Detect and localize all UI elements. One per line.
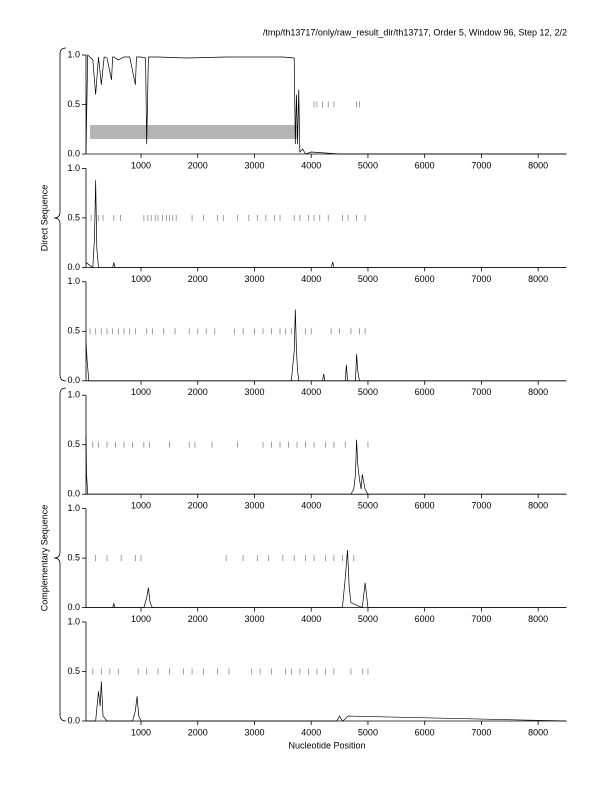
group-brace <box>53 47 67 382</box>
y-tick-label: 1.0 <box>67 163 80 173</box>
x-tick-label: 8000 <box>528 501 548 511</box>
x-tick-label: 7000 <box>471 387 491 397</box>
x-tick-label: 6000 <box>415 614 435 624</box>
x-tick-label: 7000 <box>471 274 491 284</box>
y-tick-label: 1.0 <box>67 503 80 513</box>
y-tick-label: 0.5 <box>67 212 80 222</box>
figure-title: /tmp/th13717/only/raw_result_dir/th13717… <box>263 27 567 37</box>
x-tick-label: 2000 <box>188 160 208 170</box>
x-tick-label: 2000 <box>188 614 208 624</box>
probability-line <box>86 550 567 609</box>
x-tick-label: 1000 <box>131 274 151 284</box>
probability-line <box>86 681 567 722</box>
x-tick-label: 3000 <box>244 727 264 737</box>
x-tick-label: 5000 <box>358 387 378 397</box>
group-brace <box>53 387 67 722</box>
y-tick-label: 0.5 <box>67 439 80 449</box>
x-tick-label: 4000 <box>301 160 321 170</box>
x-tick-label: 5000 <box>358 160 378 170</box>
x-tick-label: 6000 <box>415 387 435 397</box>
x-axis-label: Nucleotide Position <box>288 740 365 750</box>
x-tick-label: 7000 <box>471 160 491 170</box>
x-tick-label: 1000 <box>131 387 151 397</box>
x-tick-label: 3000 <box>244 501 264 511</box>
y-tick-label: 1.0 <box>67 390 80 400</box>
y-tick-label: 0.0 <box>67 715 80 725</box>
probability-line <box>85 434 567 495</box>
x-tick-label: 7000 <box>471 614 491 624</box>
x-tick-label: 1000 <box>131 727 151 737</box>
x-tick-label: 2000 <box>188 274 208 284</box>
x-tick-label: 7000 <box>471 727 491 737</box>
x-tick-label: 1000 <box>131 614 151 624</box>
y-tick-label: 0.0 <box>67 489 80 499</box>
x-tick-label: 8000 <box>528 727 548 737</box>
y-tick-label: 1.0 <box>67 49 80 59</box>
x-tick-label: 2000 <box>188 501 208 511</box>
y-tick-label: 0.0 <box>67 262 80 272</box>
x-tick-label: 6000 <box>415 274 435 284</box>
probability-line <box>85 180 567 269</box>
x-tick-label: 5000 <box>358 727 378 737</box>
x-tick-label: 3000 <box>244 387 264 397</box>
x-tick-label: 5000 <box>358 614 378 624</box>
x-tick-label: 8000 <box>528 387 548 397</box>
y-tick-label: 0.5 <box>67 326 80 336</box>
x-tick-label: 4000 <box>301 727 321 737</box>
x-tick-label: 6000 <box>415 160 435 170</box>
gene-region <box>89 125 298 139</box>
x-tick-label: 1000 <box>131 501 151 511</box>
x-tick-label: 8000 <box>528 160 548 170</box>
x-tick-label: 8000 <box>528 274 548 284</box>
x-tick-label: 5000 <box>358 501 378 511</box>
x-tick-label: 3000 <box>244 160 264 170</box>
x-tick-label: 6000 <box>415 501 435 511</box>
x-tick-label: 7000 <box>471 501 491 511</box>
y-tick-label: 0.0 <box>67 148 80 158</box>
x-tick-label: 4000 <box>301 614 321 624</box>
x-tick-label: 2000 <box>188 727 208 737</box>
y-tick-label: 0.5 <box>67 552 80 562</box>
x-tick-label: 3000 <box>244 274 264 284</box>
y-tick-label: 0.0 <box>67 375 80 385</box>
x-tick-label: 1000 <box>131 160 151 170</box>
x-tick-label: 8000 <box>528 614 548 624</box>
x-tick-label: 4000 <box>301 274 321 284</box>
y-tick-label: 1.0 <box>67 616 80 626</box>
group-label: Complementary Sequence <box>39 505 49 612</box>
x-tick-label: 5000 <box>358 274 378 284</box>
y-tick-label: 0.5 <box>67 99 80 109</box>
x-tick-label: 4000 <box>301 501 321 511</box>
x-tick-label: 6000 <box>415 727 435 737</box>
group-label: Direct Sequence <box>39 185 49 252</box>
y-tick-label: 1.0 <box>67 276 80 286</box>
y-tick-label: 0.0 <box>67 602 80 612</box>
x-tick-label: 2000 <box>188 387 208 397</box>
y-tick-label: 0.5 <box>67 666 80 676</box>
x-tick-label: 3000 <box>244 614 264 624</box>
probability-line <box>85 309 567 382</box>
probability-line <box>85 54 567 155</box>
x-tick-label: 4000 <box>301 387 321 397</box>
